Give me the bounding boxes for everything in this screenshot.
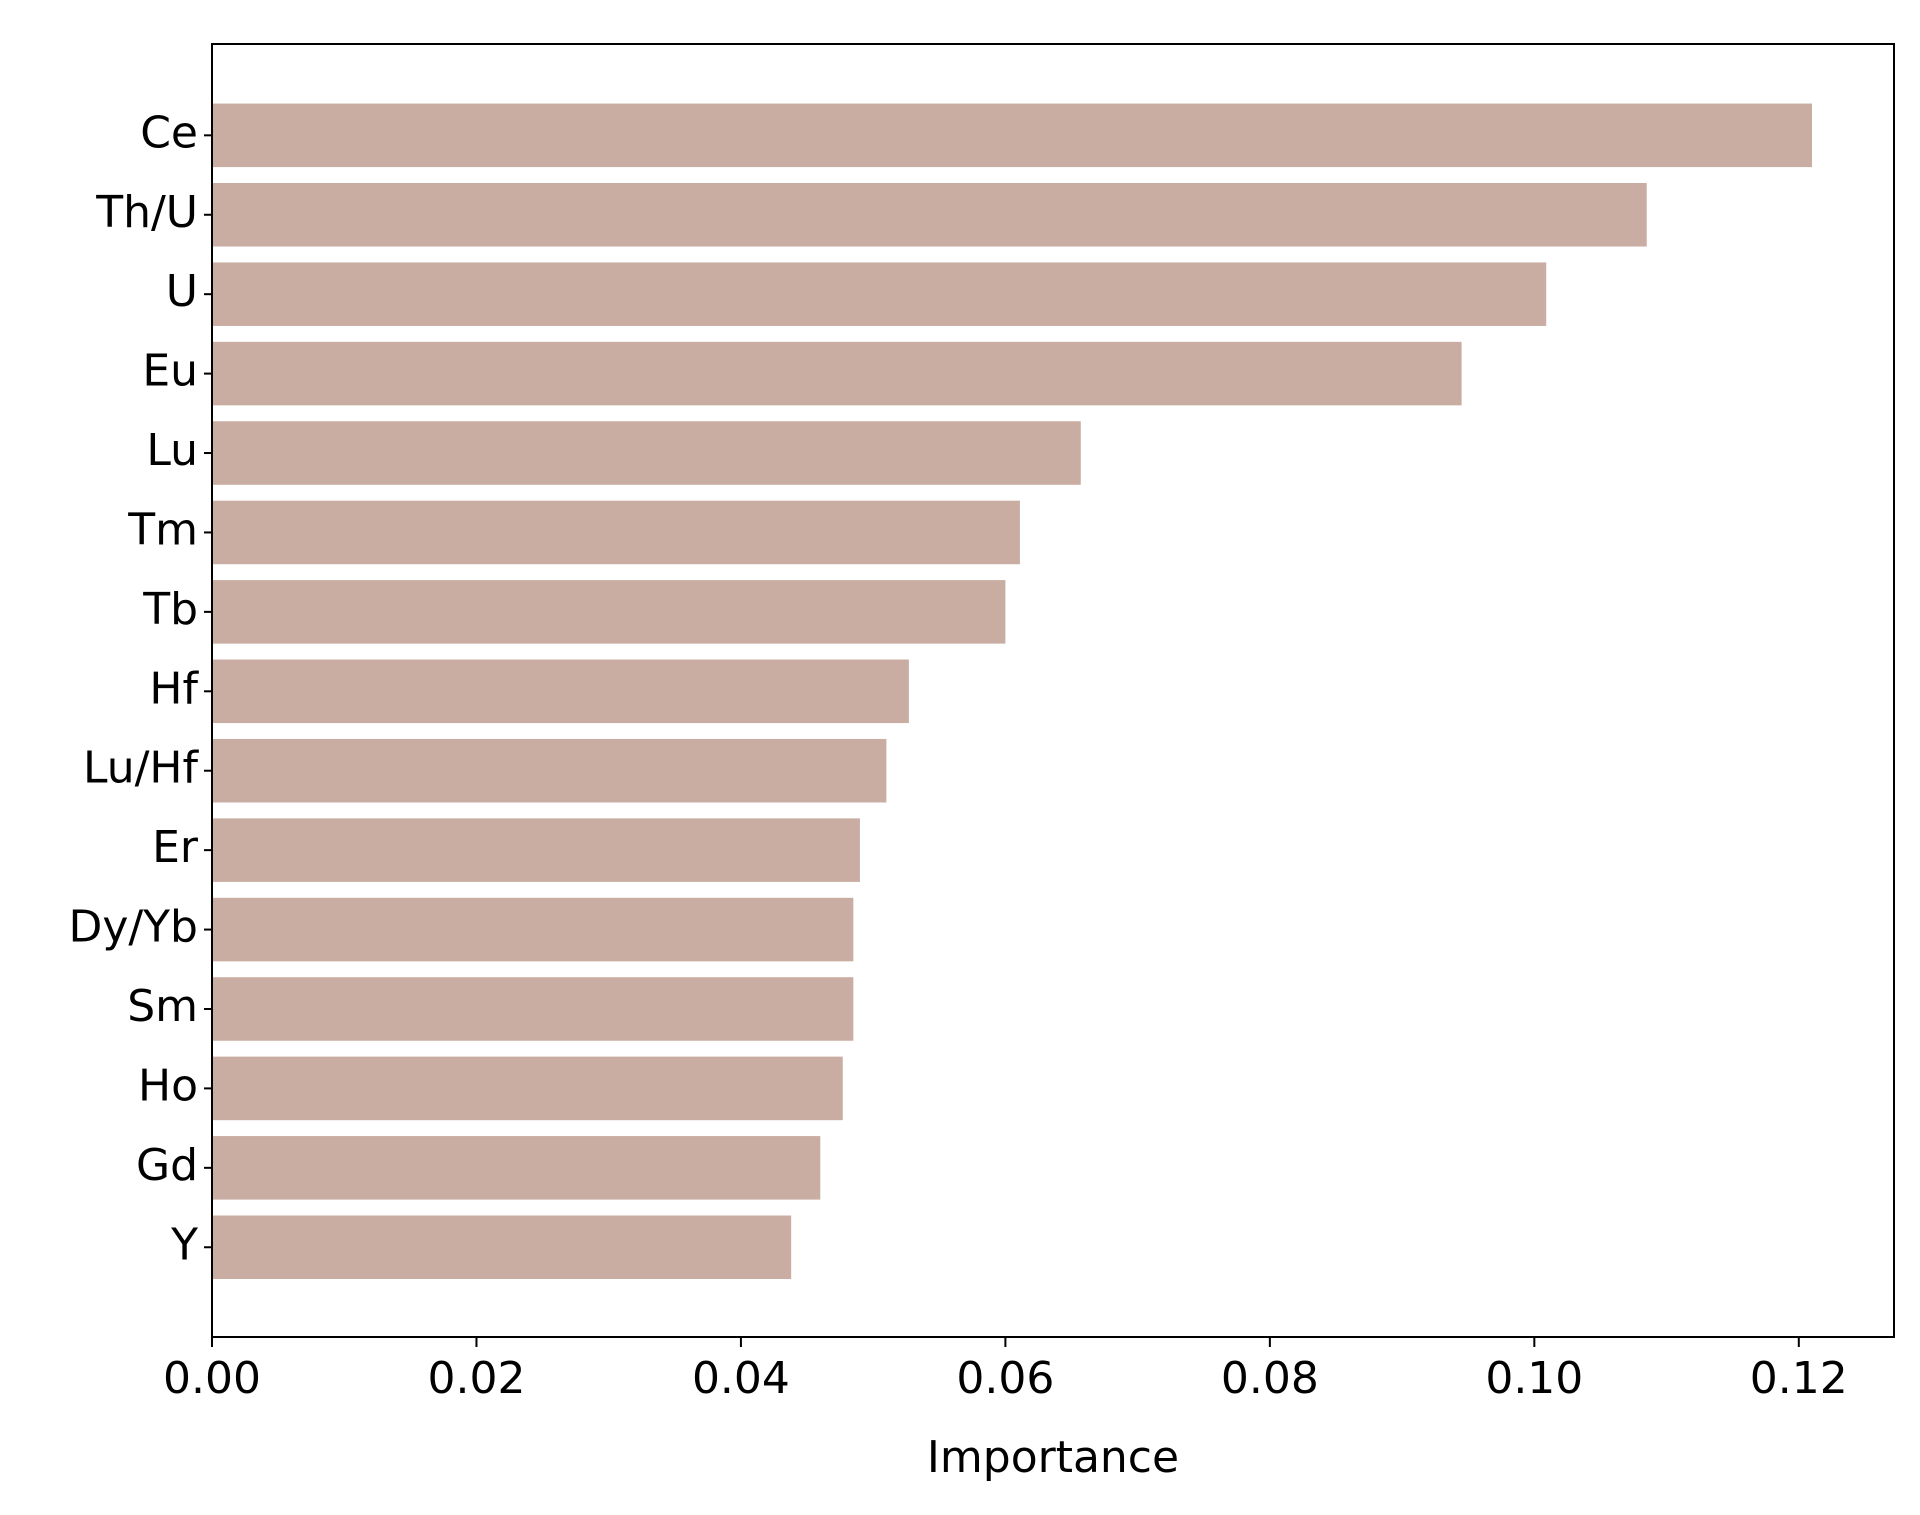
y-tick-label: Th/U xyxy=(95,187,198,238)
y-tick-label: Lu/Hf xyxy=(83,743,200,794)
bar xyxy=(212,103,1813,168)
x-tick-label: 0.00 xyxy=(163,1353,261,1404)
x-tick-label: 0.02 xyxy=(427,1353,525,1404)
bar xyxy=(212,977,854,1041)
bar xyxy=(212,818,860,882)
y-tick-label: Ho xyxy=(138,1060,198,1111)
bar xyxy=(212,738,887,803)
y-tick-label: Dy/Yb xyxy=(68,902,198,953)
bar xyxy=(212,659,909,724)
bar xyxy=(212,897,854,962)
y-tick-label: Sm xyxy=(127,981,198,1032)
x-tick-label: 0.08 xyxy=(1221,1353,1319,1404)
x-tick-label: 0.10 xyxy=(1485,1353,1583,1404)
bar xyxy=(212,182,1647,247)
x-tick-label: 0.04 xyxy=(692,1353,790,1404)
bar xyxy=(212,262,1547,326)
x-tick-label: 0.06 xyxy=(956,1353,1054,1404)
bar xyxy=(212,1215,792,1280)
y-tick-label: Tb xyxy=(142,584,198,635)
y-tick-label: Er xyxy=(152,822,199,873)
y-tick-label: U xyxy=(166,266,198,317)
bar xyxy=(212,580,1006,644)
y-tick-label: Tm xyxy=(127,504,198,555)
bar xyxy=(212,1056,843,1121)
y-tick-label: Ce xyxy=(140,107,198,158)
plot-frame xyxy=(211,43,1895,1338)
y-tick-label: Lu xyxy=(146,425,198,476)
bar xyxy=(212,500,1020,565)
y-tick-label: Hf xyxy=(149,663,199,714)
x-tick-label: 0.12 xyxy=(1750,1353,1848,1404)
bar xyxy=(212,421,1081,485)
y-tick-label: Gd xyxy=(136,1140,198,1191)
bar xyxy=(212,1136,821,1200)
bar xyxy=(212,341,1462,406)
x-axis-label: Importance xyxy=(927,1432,1179,1483)
y-tick-label: Eu xyxy=(142,346,198,397)
y-tick-label: Y xyxy=(170,1219,198,1270)
